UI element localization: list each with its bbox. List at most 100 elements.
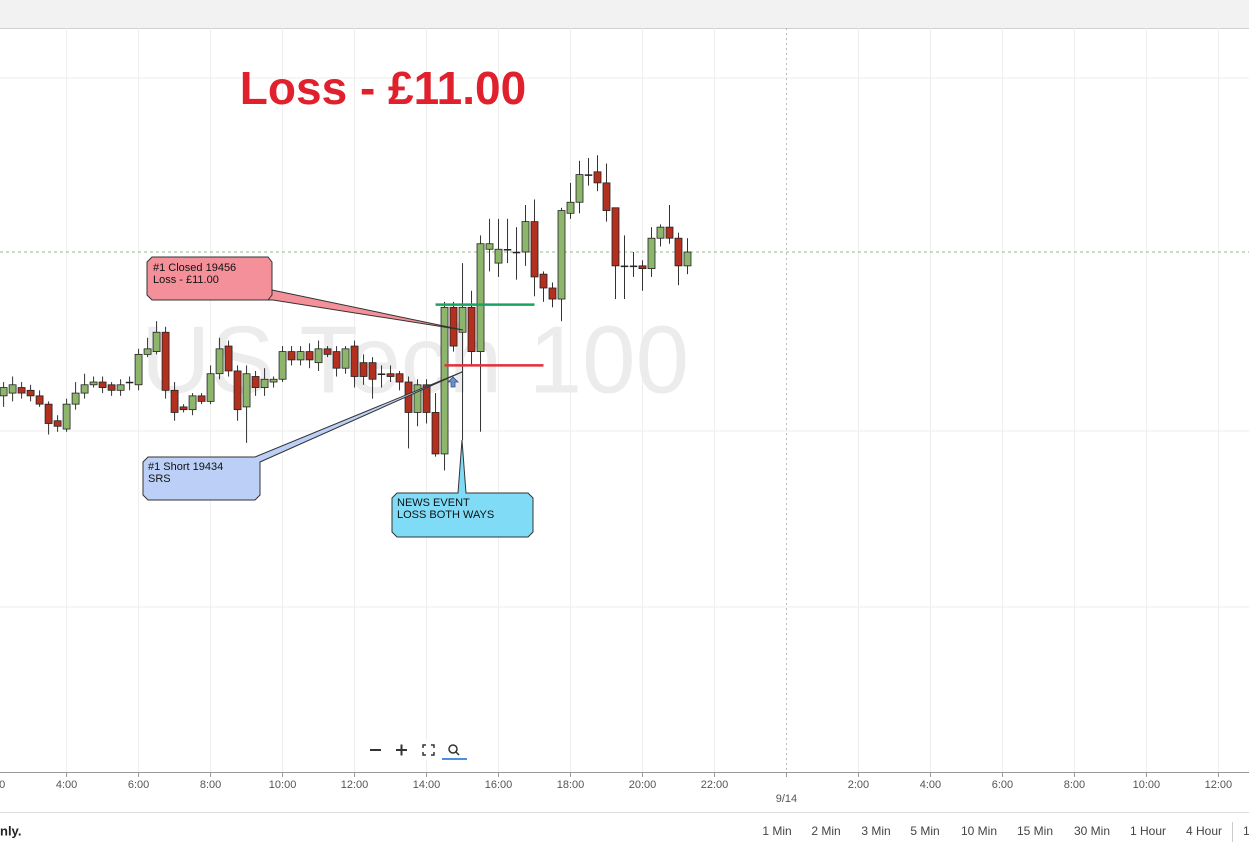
zoom-fit[interactable] [422,744,435,756]
candle-body [665,226,674,239]
candle-body [602,182,611,211]
callout-text: SRS [148,473,171,485]
candle-body [368,362,377,380]
candle-body [539,273,548,289]
candle-body [152,331,161,352]
candle-body [305,351,314,361]
candle-body [233,370,242,411]
candle-body [521,221,530,253]
candle-body [494,248,503,264]
x-tick-label: 6:00 [128,779,149,791]
x-tick-label: 22:00 [701,779,729,791]
candle-body [107,384,116,391]
candle-body [395,373,404,383]
timeframe-button[interactable]: 1 Hour [1130,824,1166,838]
x-tick-label: 18:00 [557,779,585,791]
candle-body [359,362,368,377]
candle-body [386,373,395,377]
candle-body [53,420,62,427]
x-tick-label: 14:00 [413,779,441,791]
timeframe-button[interactable]: 3 Min [861,824,890,838]
callout-text: LOSS BOTH WAYS [397,509,494,521]
callout-shape [142,371,463,501]
candle-body [71,392,80,405]
candle-body [413,384,422,413]
candle-body [8,384,17,394]
callout-shape [391,439,534,538]
candle-body [278,351,287,380]
candle-body [26,389,35,397]
candle-body [314,348,323,364]
candle-body [206,373,215,402]
candle-body [251,376,260,388]
candle-body [44,403,53,424]
timeframes: 1 Min 2 Min 3 Min 5 Min 10 Min 15 Min 30 Min 1 … [762,824,1249,838]
candle-body [629,265,638,268]
candle-body [98,381,107,388]
callout-text: NEWS EVENT [397,497,470,509]
candle-body [242,373,251,408]
candle-body [350,345,359,377]
candle-body [647,237,656,270]
candle-body [512,251,521,254]
x-tick-label: 2:00 [848,779,869,791]
candle-body [134,353,143,386]
candle-body [89,381,98,386]
callout-closed: #1 Closed 19456 Loss - £11.00 [146,256,464,331]
x-tick-label: 4:00 [920,779,941,791]
candle-body [80,384,89,394]
candle-body [260,378,269,388]
candle-body [566,201,575,214]
zoom-controls [364,740,468,760]
candle-body [674,237,683,267]
candle-body [620,265,629,268]
candle-body [287,351,296,361]
candle-body [593,171,602,184]
candle-body [683,251,692,267]
candle-body [332,351,341,369]
candle-body [62,403,71,430]
candle-body [188,395,197,411]
candle-body [575,174,584,203]
candle-body [458,306,467,333]
x-tick-label: 9/14 [776,793,797,805]
timeframe-button[interactable]: 10 Min [961,824,997,838]
candle-body [503,249,512,251]
candle-body [269,378,278,383]
footer-note: nly. [0,823,21,838]
candle-body [530,221,539,278]
timeframe-button[interactable]: 1 Min [762,824,791,838]
callout-text: #1 Short 19434 [148,461,223,473]
candle-body [296,351,305,361]
candle-body [485,243,494,250]
timeframe-button[interactable]: 5 Min [910,824,939,838]
candle-body [584,174,593,176]
x-tick-label: 16:00 [485,779,513,791]
x-tick-label: 10:00 [269,779,297,791]
x-tick-label: 6:00 [992,779,1013,791]
candle-body [170,389,179,413]
timeframe-button[interactable]: 2 Min [811,824,840,838]
timeframe-button[interactable]: 1 Day [1243,824,1249,838]
timeframe-button[interactable]: 30 Min [1074,824,1110,838]
zoom-in[interactable] [396,744,407,756]
timeframe-button[interactable]: 15 Min [1017,824,1053,838]
x-tick-label: 8:00 [200,779,221,791]
candle-body [422,384,431,413]
candle-body [125,381,134,384]
zoom-reset[interactable] [448,744,460,756]
candle-body [548,287,557,300]
candle-body [476,243,485,352]
candle-body [224,345,233,372]
candle-body [611,207,620,267]
callout-text: #1 Closed 19456 [153,262,236,274]
x-tick-label: 4:00 [56,779,77,791]
timeframe-button[interactable]: 4 Hour [1186,824,1222,838]
candle-body [35,395,44,405]
candle-body [143,348,152,355]
callout-text: Loss - £11.00 [153,274,219,286]
candle-body [638,265,647,270]
marks [0,155,1249,471]
